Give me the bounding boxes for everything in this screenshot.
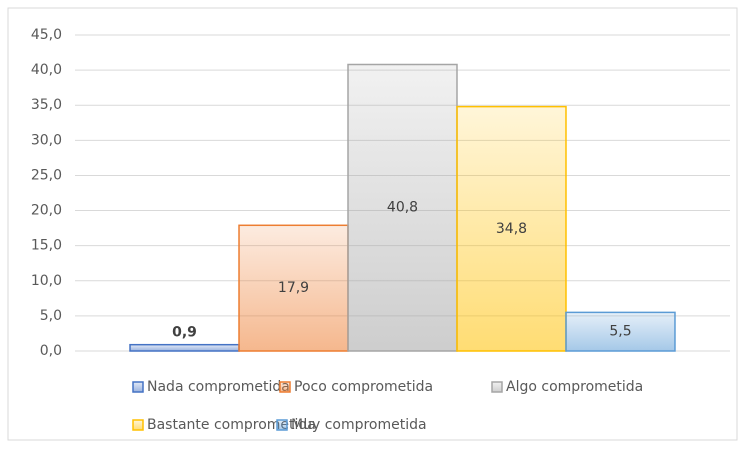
y-tick-label: 5,0	[40, 308, 62, 324]
data-label: 34,8	[496, 221, 527, 237]
legend-label: Algo comprometida	[506, 379, 643, 395]
y-tick-label: 0,0	[40, 343, 62, 359]
legend-label: Muy comprometida	[291, 417, 427, 433]
y-tick-label: 30,0	[31, 132, 62, 148]
data-label: 40,8	[387, 200, 418, 216]
y-tick-label: 15,0	[31, 238, 62, 254]
data-label: 17,9	[278, 280, 309, 296]
legend-swatch	[491, 381, 503, 393]
y-tick-label: 10,0	[31, 273, 62, 289]
data-label: 5,5	[609, 324, 631, 340]
legend-swatch	[132, 419, 144, 431]
bar	[456, 105, 567, 352]
legend-swatch	[279, 381, 291, 393]
legend-label: Bastante comprometida	[147, 417, 316, 433]
legend-swatch	[132, 381, 144, 393]
bar	[565, 311, 676, 352]
bar	[129, 343, 240, 352]
data-label: 0,9	[172, 325, 197, 341]
legend-label: Nada comprometida	[147, 379, 290, 395]
legend-label: Poco comprometida	[294, 379, 433, 395]
y-tick-label: 35,0	[31, 97, 62, 113]
bar	[238, 224, 349, 352]
bar	[347, 63, 458, 352]
y-tick-label: 25,0	[31, 167, 62, 183]
legend-swatch	[276, 419, 288, 431]
y-tick-label: 40,0	[31, 62, 62, 78]
y-tick-label: 20,0	[31, 203, 62, 219]
y-tick-label: 45,0	[31, 27, 62, 43]
